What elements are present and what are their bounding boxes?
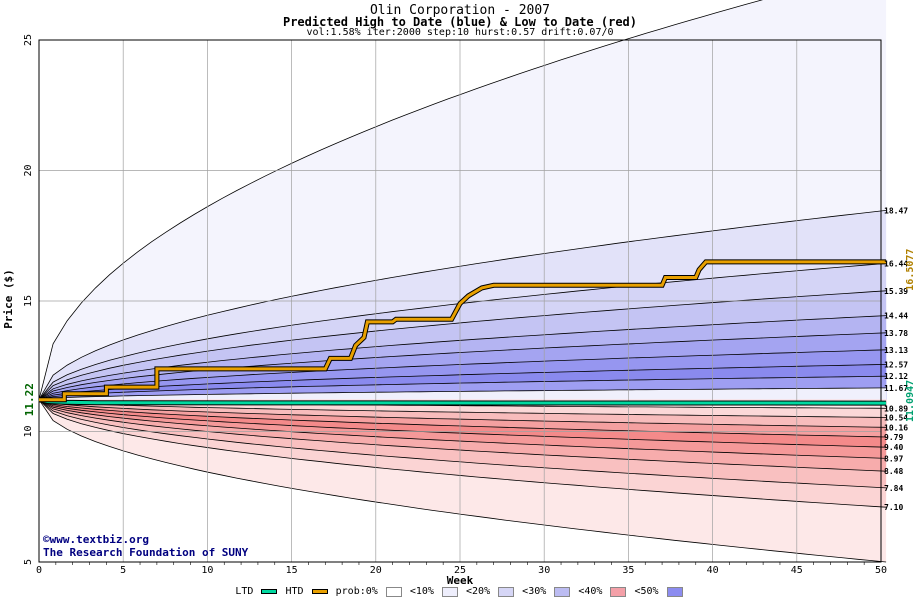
low-end-label-7: 7.84: [884, 484, 903, 493]
chart-title: Olin Corporation - 2007: [369, 3, 550, 18]
chart-subtitle: Predicted High to Date (blue) & Low to D…: [282, 15, 637, 29]
low-end-label-6: 8.48: [884, 467, 903, 476]
legend-bin-1-swatch: [441, 586, 458, 597]
legend-ltd-swatch: [261, 589, 278, 594]
band-boundary-11: [38, 399, 887, 418]
high-end-label-6: 12.57: [884, 360, 908, 369]
legend-prob-label: prob:0%: [335, 586, 378, 597]
band-boundary-9: [38, 387, 887, 401]
band-boundary-6: [38, 349, 887, 401]
y-tick-label-3: 20: [23, 164, 34, 176]
band-boundary-13: [38, 399, 887, 438]
y-tick-label-2: 15: [23, 295, 34, 307]
chart-legend: LTD HTD prob:0% <10% <20% <30% <40% <50%: [0, 586, 920, 598]
x-tick-label-3: 15: [286, 565, 298, 576]
band-boundary-3: [38, 290, 887, 400]
legend-bin-4-swatch: [610, 586, 627, 597]
legend-bin-3: <30%: [522, 586, 547, 597]
htd-line: [39, 260, 887, 402]
start-value-label: 11.22: [23, 383, 36, 416]
band-boundary-19: [38, 399, 887, 563]
band-boundary-4: [38, 315, 887, 401]
x-axis-title: Week: [447, 574, 474, 587]
high-end-label-1: 16.44: [884, 259, 908, 268]
low-end-label-5: 8.97: [884, 454, 903, 463]
x-tick-label-7: 35: [622, 565, 634, 576]
band-boundary-1: [38, 210, 887, 400]
y-tick-label-0: 5: [23, 559, 34, 565]
low-end-label-1: 10.54: [884, 413, 908, 422]
low-end-label-2: 10.16: [884, 423, 908, 432]
high-end-label-7: 12.12: [884, 372, 908, 381]
high-end-label-3: 14.44: [884, 312, 908, 321]
band-boundary-15: [38, 399, 887, 459]
y-tick-label-4: 25: [23, 34, 34, 46]
legend-bin-2: <20%: [466, 586, 491, 597]
chart-parameters: vol:1.58% iter:2000 step:10 hurst:0.57 d…: [306, 27, 614, 38]
y-tick-label-1: 10: [23, 425, 34, 437]
legend-bin-1: <10%: [409, 586, 434, 597]
band-boundary-8: [38, 375, 887, 401]
legend-bin-4: <40%: [578, 586, 603, 597]
x-tick-label-8: 40: [707, 565, 719, 576]
band-boundary-12: [38, 399, 887, 428]
low-end-label-3: 9.79: [884, 433, 903, 442]
band-boundary-18: [38, 399, 887, 508]
high-end-label-2: 15.39: [884, 287, 908, 296]
plot-frame: [38, 39, 882, 563]
x-tick-label-6: 30: [538, 565, 550, 576]
credit-organization: The Research Foundation of SUNY: [43, 546, 249, 559]
band-boundary-5: [38, 332, 887, 401]
x-tick-label-4: 20: [370, 565, 382, 576]
x-tick-label-5: 25: [454, 565, 466, 576]
band-boundary-16: [38, 399, 887, 472]
high-band-inner: [39, 387, 887, 400]
legend-prob-0-swatch: [385, 586, 402, 597]
high-end-label-8: 11.67: [884, 384, 908, 393]
legend-htd-swatch: [311, 589, 328, 594]
x-tick-label-9: 45: [791, 565, 803, 576]
band-boundary-14: [38, 399, 887, 448]
low-end-label-8: 7.10: [884, 503, 903, 512]
high-end-label-4: 13.78: [884, 329, 908, 338]
y-axis-title: Price ($): [2, 269, 15, 329]
ltd-final-label: 11.0947: [905, 380, 916, 422]
legend-bin-5-swatch: [666, 586, 683, 597]
low-end-label-4: 9.40: [884, 443, 903, 452]
high-end-label-0: 18.47: [884, 206, 908, 215]
high-end-label-5: 13.13: [884, 346, 908, 355]
band-boundary-7: [38, 364, 887, 401]
legend-htd-label: HTD: [285, 586, 304, 597]
x-tick-label-2: 10: [201, 565, 213, 576]
htd-final-label: 16.5077: [905, 249, 916, 291]
legend-bin-3-swatch: [554, 586, 571, 597]
x-tick-label-1: 5: [120, 565, 126, 576]
low-end-label-0: 10.89: [884, 404, 908, 413]
legend-bin-2-swatch: [498, 586, 515, 597]
credit-website: ©www.textbiz.org: [43, 533, 149, 546]
x-tick-label-0: 0: [36, 565, 42, 576]
legend-bin-5: <50%: [634, 586, 659, 597]
band-boundary-0: [38, 0, 764, 400]
x-tick-label-10: 50: [875, 565, 887, 576]
band-boundary-17: [38, 399, 887, 489]
legend-ltd-label: LTD: [235, 586, 254, 597]
